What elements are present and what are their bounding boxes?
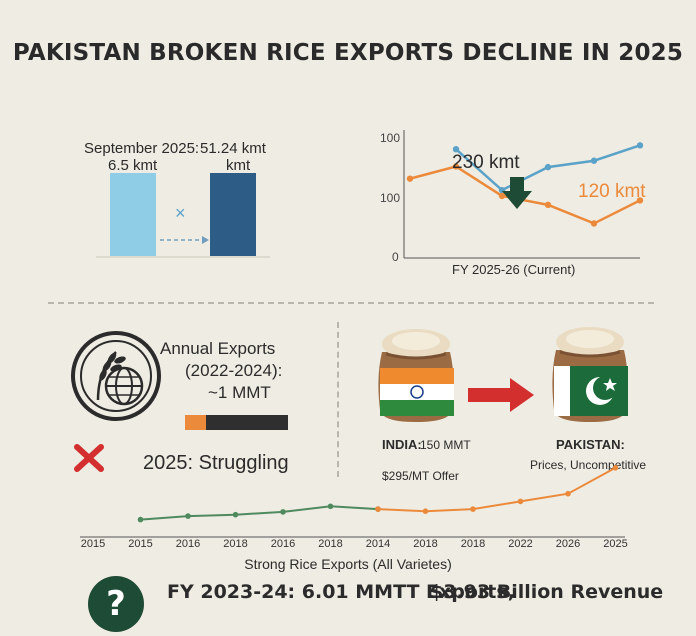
line-chart: 100 100 0 [380,130,644,264]
x-mark-icon: × [175,203,186,223]
dashed-arrow-head [202,236,209,244]
line-x-label: FY 2025-26 (Current) [452,262,576,277]
timeline-tick-label-2: 2016 [176,538,200,550]
timeline-tick-label-0: 2015 [81,538,105,550]
y-tick-top: 100 [380,131,400,145]
line-point-1-4 [590,220,598,227]
india-label: INDIA: [382,437,422,452]
india-value: 150 MMT [420,438,471,452]
timeline-tick-label-8: 2018 [461,538,485,550]
bar-label-september-value: 6.5 kmt [108,157,158,174]
bar-label-right: 51.24 kmt [200,140,266,157]
pakistan-label: PAKISTAN: [556,437,625,452]
line-point-1-3 [544,201,552,209]
annual-line3: ~1 MMT [208,383,271,402]
y-tick-bottom: 0 [392,250,399,264]
timeline-tick-label-1: 2015 [128,538,152,550]
timeline-point-1-1 [422,508,429,514]
timeline-chart: 2015 2015 2016 2018 2016 2018 2014 2018 2018 2022… [80,465,628,550]
question-icon: ? [88,576,144,632]
india-offer: $295/MT Offer [382,469,459,483]
timeline-point-1-0 [375,506,381,512]
timeline-tick-label-6: 2014 [366,538,390,550]
line-series-1 [409,165,641,225]
pakistan-rice-sack-icon [552,327,628,422]
india-rice-sack-icon [378,329,454,422]
timeline-point-1-2 [470,506,476,512]
timeline-point-1-4 [565,490,571,497]
annual-status: 2025: Struggling [143,452,289,474]
page-title: PAKISTAN BROKEN RICE EXPORTS DECLINE IN … [12,40,684,66]
line-point-0-2 [544,163,552,171]
bar-label-september: September 2025: [84,140,200,157]
annual-line1: Annual Exports [160,339,276,358]
line-point-0-0 [452,146,460,153]
timeline-tick-label-5: 2018 [318,538,342,550]
down-arrow-icon [502,177,532,209]
progress-bar [185,415,288,430]
red-x-icon [74,444,104,472]
timeline-point-1-5 [612,465,619,471]
annual-line2: (2022-2024): [185,361,283,380]
timeline-point-0-2 [232,511,239,518]
rice-globe-icon [71,331,161,421]
line-point-1-5 [636,197,644,204]
line-point-1-0 [406,175,414,182]
timeline-tick-label-9: 2022 [508,538,532,550]
timeline-point-0-3 [280,509,286,515]
timeline-point-0-4 [327,503,334,510]
bar-september [110,173,156,256]
line-point-1-1 [452,163,460,170]
vertical-divider [337,322,339,477]
line-point-1-2 [498,192,506,200]
timeline-series-1 [377,466,616,513]
red-arrow-icon [468,378,534,412]
bottom-stat-revenue: $3.93 Billion Revenue [430,581,664,603]
timeline-point-1-3 [517,498,524,505]
timeline-tick-label-7: 2018 [413,538,437,550]
line-point-0-4 [636,142,644,149]
timeline-point-0-0 [137,516,144,523]
bar-label-right-unit: kmt [226,157,251,174]
line-point-0-3 [590,157,598,164]
bottom-stat-exports: FY 2023-24: 6.01 MMTT Exports, [167,581,515,603]
timeline-point-0-1 [185,513,191,519]
progress-fill [185,415,206,430]
timeline-tick-label-11: 2025 [603,538,627,550]
bar-chart [96,173,270,258]
timeline-tick-label-3: 2018 [223,538,247,550]
bar-51-kmt [210,173,256,256]
label-120-kmt: 120 kmt [578,181,646,202]
timeline-series-0 [140,505,379,521]
y-tick-mid: 100 [380,191,400,205]
timeline-tick-label-10: 2026 [556,538,580,550]
horizontal-divider [48,302,654,304]
timeline-tick-label-4: 2016 [271,538,295,550]
timeline-x-label: Strong Rice Exports (All Varietes) [244,556,452,572]
label-230-kmt: 230 kmt [452,152,520,173]
